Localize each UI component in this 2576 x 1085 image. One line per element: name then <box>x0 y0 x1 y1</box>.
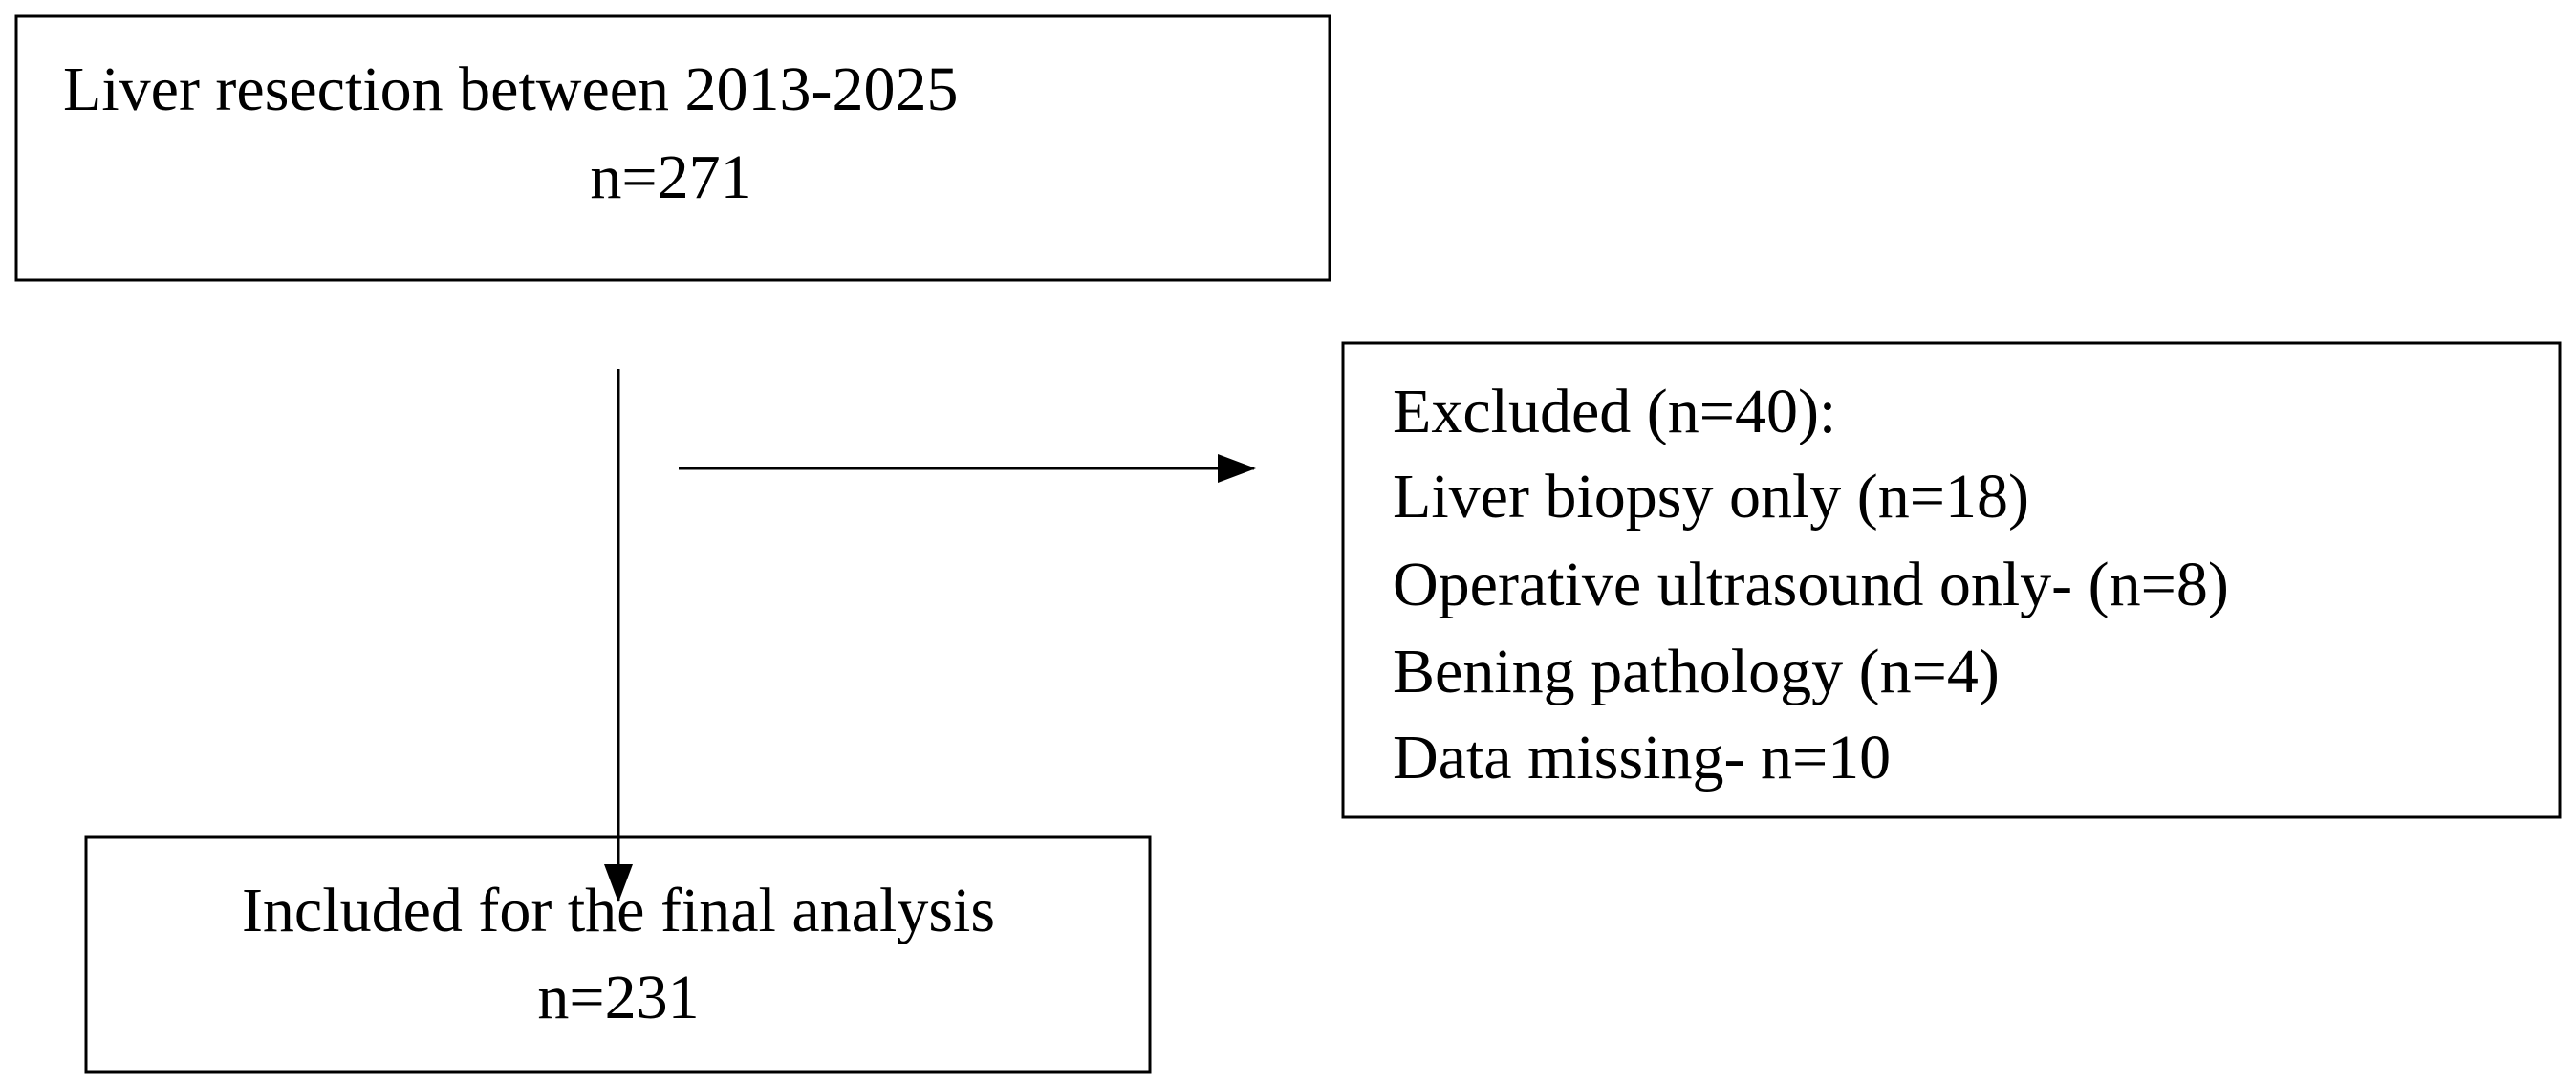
box-text: Liver biopsy only (n=18) <box>1393 462 2029 532</box>
box-text: Liver resection between 2013-2025 <box>63 54 959 124</box>
box-resection <box>14 14 1331 282</box>
box-text: n=231 <box>537 963 699 1032</box>
box-text: Excluded (n=40): <box>1393 377 1836 446</box>
box-text: Data missing- n=10 <box>1393 723 1891 792</box>
box-text: n=271 <box>590 142 751 212</box>
box-text: Operative ultrasound only- (n=8) <box>1393 550 2229 619</box>
box-text: Bening pathology (n=4) <box>1393 637 2000 706</box>
box-excluded <box>1341 341 2562 819</box>
